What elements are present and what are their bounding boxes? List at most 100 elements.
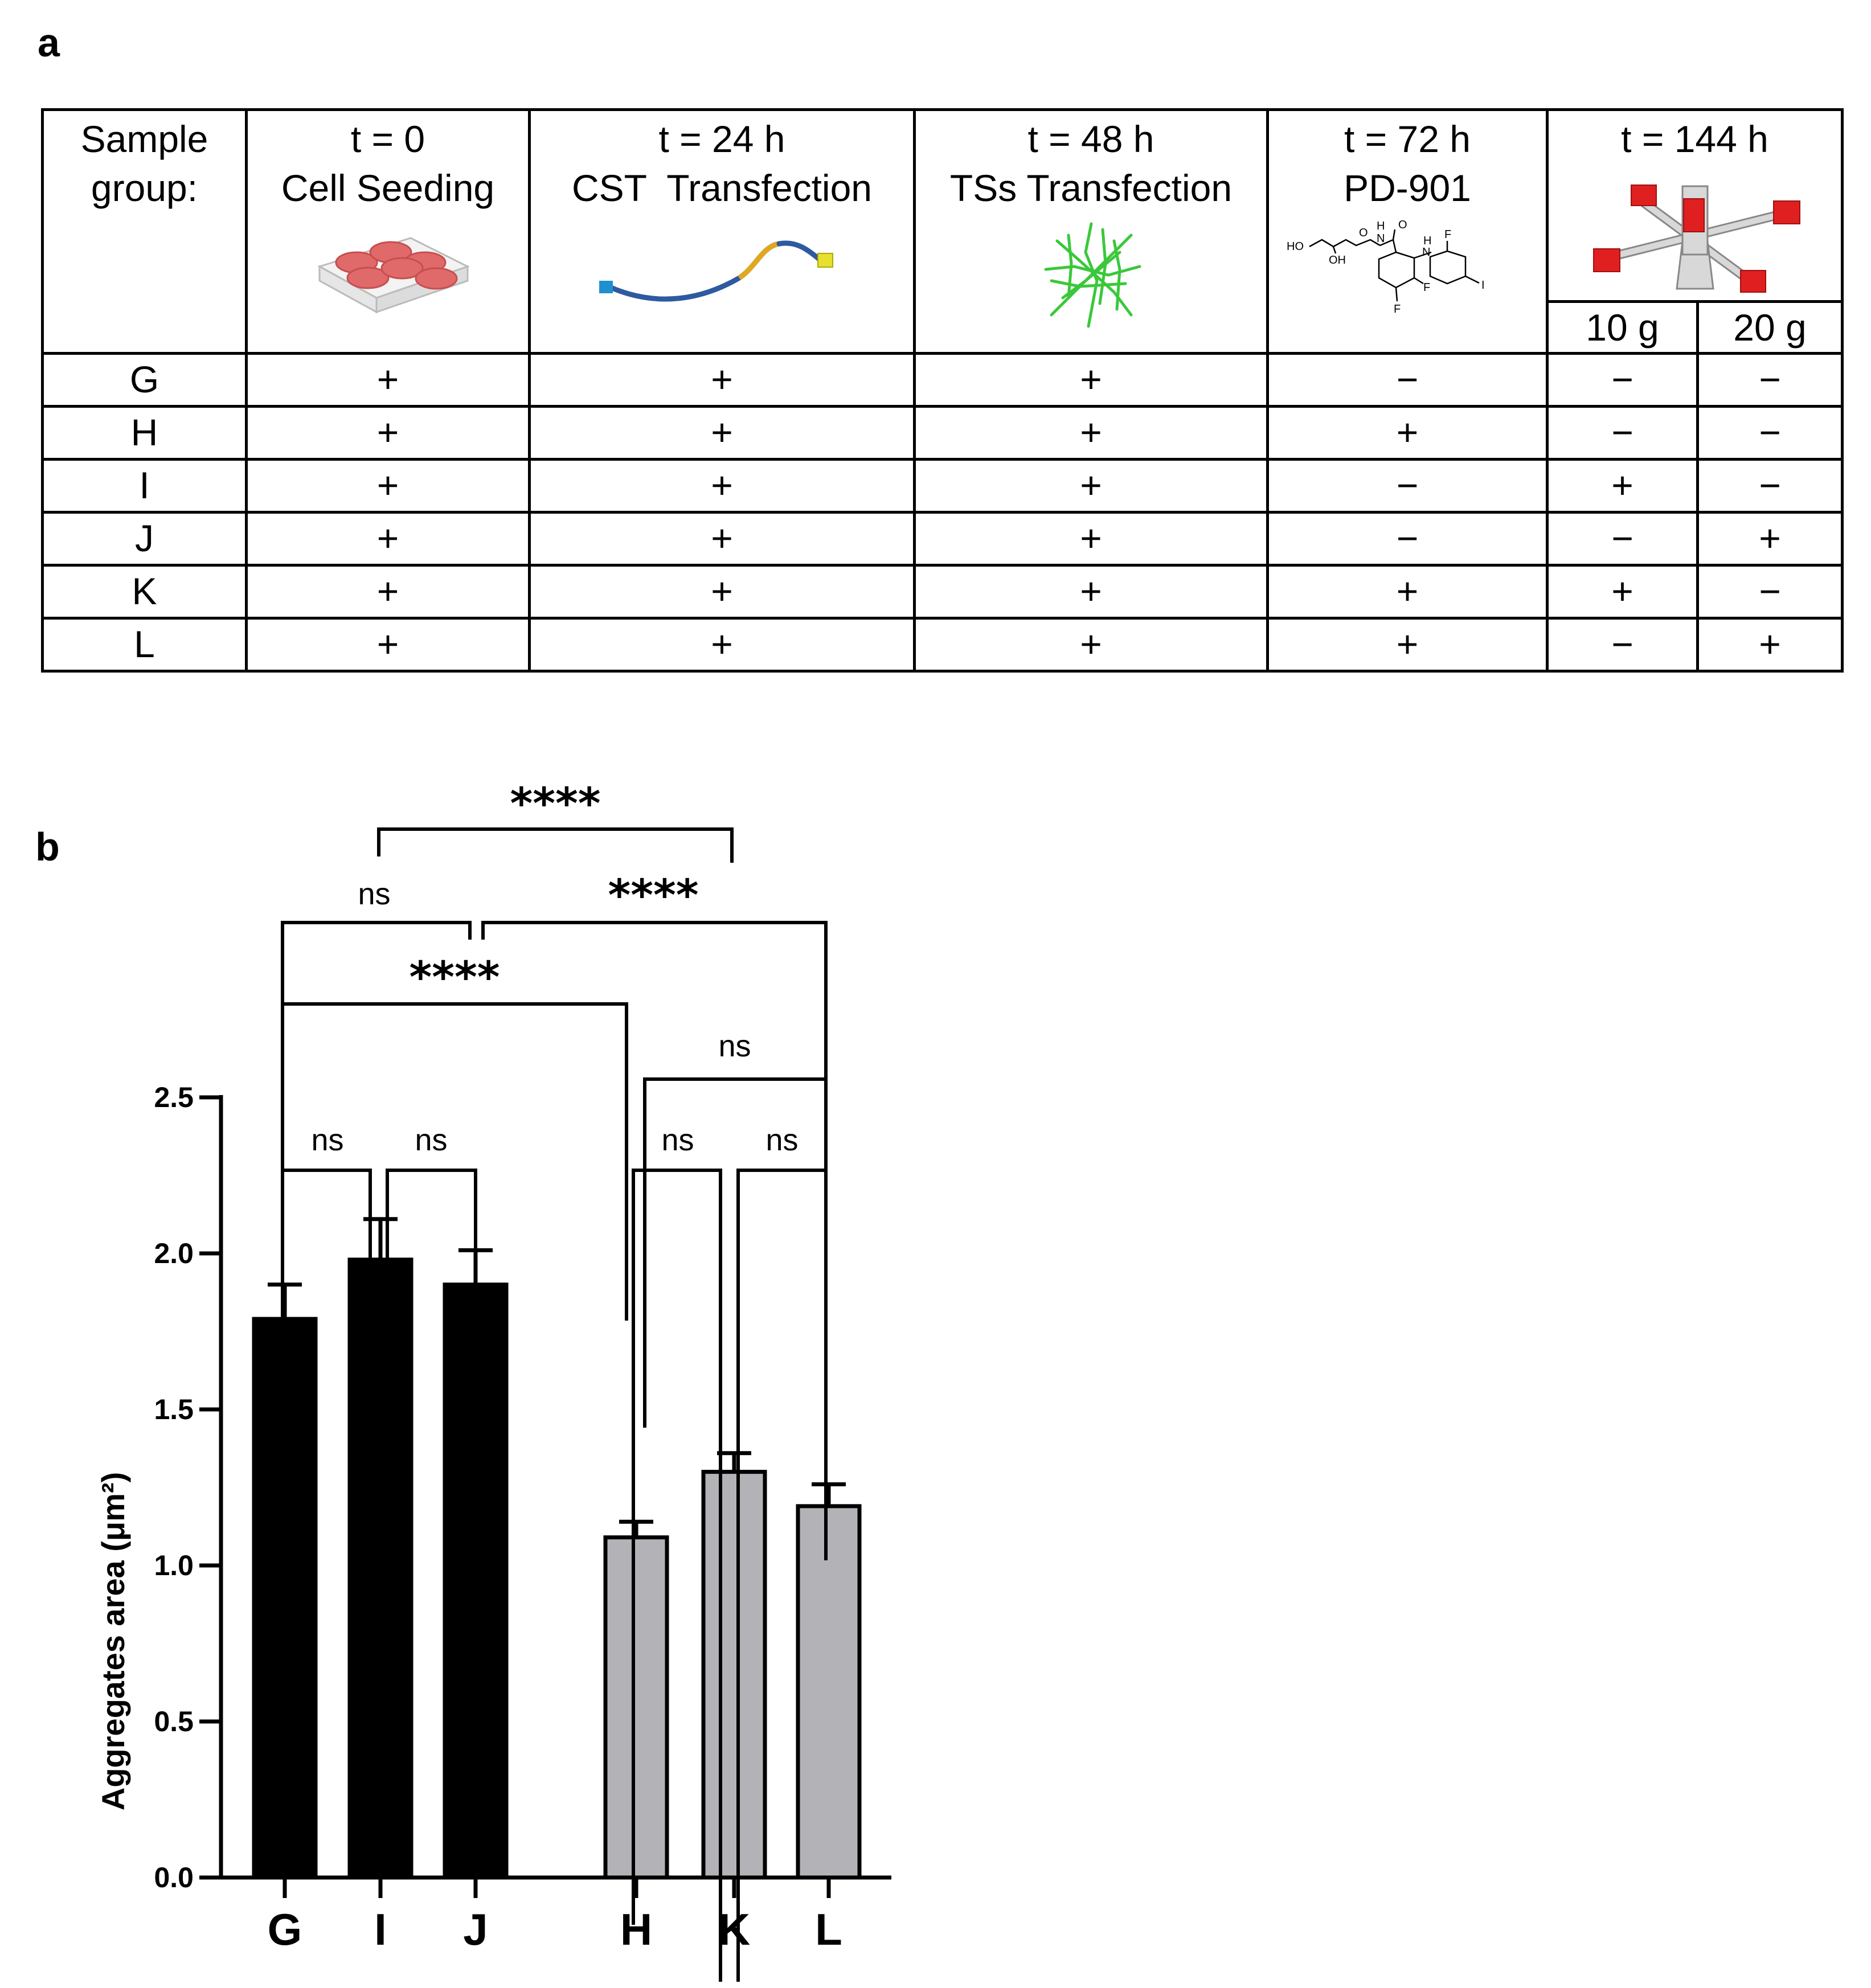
bar-chart: 0.0 0.5 1.0 1.5 2.0 2.5 Aggregates area (μm²) G… bbox=[95, 778, 891, 1982]
y-tick-label: 1.5 bbox=[154, 1393, 194, 1425]
cell-value: + bbox=[913, 352, 1269, 408]
y-tick-label: 2.0 bbox=[154, 1237, 194, 1269]
significance-ns: ns bbox=[765, 1123, 798, 1157]
table-row: G + + + − − − bbox=[41, 352, 1844, 408]
six-well-plate-icon bbox=[317, 237, 470, 314]
y-axis-label: Aggregates area (μm²) bbox=[95, 1472, 131, 1810]
header-10g: 10 g bbox=[1546, 300, 1699, 355]
cell-value: + bbox=[528, 458, 916, 514]
x-category-label: I bbox=[374, 1904, 387, 1954]
cell-value: + bbox=[245, 405, 531, 461]
chem-label-n1: N bbox=[1377, 232, 1385, 245]
cell-value: + bbox=[245, 352, 531, 408]
header-t144-time: t = 144 h bbox=[1621, 118, 1768, 160]
cell-value: + bbox=[913, 564, 1269, 620]
chem-label-f2: F bbox=[1423, 281, 1430, 294]
cell-value: − bbox=[1696, 352, 1844, 408]
significance-ns: ns bbox=[311, 1123, 343, 1157]
panel-label-b: b bbox=[35, 825, 60, 869]
cell-value: − bbox=[1266, 458, 1549, 514]
header-t48: t = 48 h TSs Transfection bbox=[913, 108, 1269, 355]
cell-value: + bbox=[528, 511, 916, 567]
chem-label-o2: O bbox=[1398, 219, 1407, 231]
header-t0: t = 0 Cell Seeding bbox=[245, 108, 531, 355]
cell-value: + bbox=[913, 617, 1269, 673]
significance-bracket bbox=[281, 1002, 628, 1321]
cell-value: + bbox=[245, 511, 531, 567]
significance-bracket bbox=[281, 921, 472, 1133]
table-row: K + + + + + − bbox=[41, 564, 1844, 620]
cell-value: + bbox=[245, 617, 531, 673]
chem-label-oh: OH bbox=[1329, 254, 1346, 267]
header-t48-step: TSs Transfection bbox=[949, 167, 1233, 209]
cell-value: − bbox=[1696, 405, 1844, 461]
significance-bracket bbox=[377, 827, 734, 863]
centrifuge-device-icon bbox=[1592, 185, 1800, 293]
row-group-label: I bbox=[41, 458, 248, 514]
y-tick-label: 2.5 bbox=[154, 1081, 194, 1113]
cell-value: − bbox=[1696, 564, 1844, 620]
cell-value: + bbox=[528, 352, 916, 408]
y-tick-label: 1.0 bbox=[154, 1550, 194, 1581]
header-t72-time: t = 72 h bbox=[1344, 118, 1471, 160]
cell-value: − bbox=[1546, 511, 1699, 567]
significance-stars: **** bbox=[410, 952, 500, 1002]
cell-value: + bbox=[245, 458, 531, 514]
protocol-table: Sample group: t = 0 Cell Seeding bbox=[41, 108, 1844, 673]
chem-label-i: I bbox=[1481, 279, 1485, 292]
significance-bracket bbox=[386, 1169, 477, 1671]
green-network-icon bbox=[1044, 222, 1141, 328]
cell-value: + bbox=[528, 617, 916, 673]
significance-stars: **** bbox=[608, 870, 699, 920]
cell-value: + bbox=[913, 405, 1269, 461]
chem-label-o1: O bbox=[1359, 227, 1368, 239]
table-row: H + + + + − − bbox=[41, 405, 1844, 461]
cell-value: + bbox=[1696, 511, 1844, 567]
cell-value: + bbox=[245, 564, 531, 620]
x-category-label: L bbox=[815, 1904, 842, 1954]
significance-bracket bbox=[643, 1077, 828, 1472]
cell-value: + bbox=[1266, 564, 1549, 620]
tube-strand-icon bbox=[599, 240, 833, 302]
row-group-label: H bbox=[41, 405, 248, 461]
cell-value: − bbox=[1266, 352, 1549, 408]
x-category-label: J bbox=[463, 1904, 488, 1954]
cell-value: + bbox=[1546, 564, 1699, 620]
significance-ns: ns bbox=[718, 1029, 751, 1063]
panel-label-a: a bbox=[38, 21, 60, 65]
significance-ns: ns bbox=[358, 877, 390, 911]
chem-label-h2: H bbox=[1423, 235, 1431, 247]
cell-value: + bbox=[1266, 405, 1549, 461]
chem-label-f1: F bbox=[1444, 228, 1451, 241]
bar-I bbox=[347, 1257, 413, 1880]
table-row: L + + + + − + bbox=[41, 617, 1844, 673]
bar-K bbox=[701, 1470, 767, 1880]
header-t0-step: Cell Seeding bbox=[281, 167, 495, 209]
row-group-label: K bbox=[41, 564, 248, 620]
cell-value: + bbox=[913, 511, 1269, 567]
cell-value: + bbox=[528, 405, 916, 461]
chem-label-f3: F bbox=[1394, 303, 1401, 315]
header-t48-time: t = 48 h bbox=[1027, 118, 1154, 160]
y-tick-label: 0.5 bbox=[154, 1706, 194, 1737]
cell-value: − bbox=[1266, 511, 1549, 567]
significance-ns: ns bbox=[415, 1123, 447, 1157]
significance-stars: **** bbox=[510, 778, 601, 829]
significance-bracket bbox=[481, 921, 828, 1218]
cell-value: − bbox=[1546, 405, 1699, 461]
significance-bracket bbox=[281, 1169, 372, 1671]
header-t24: t = 24 h CST Transfection bbox=[528, 108, 916, 355]
table-row: I + + + − + − bbox=[41, 458, 1844, 514]
x-category-label: H bbox=[620, 1904, 652, 1954]
cell-value: − bbox=[1696, 458, 1844, 514]
header-sample-line2: group: bbox=[91, 167, 198, 209]
row-group-label: G bbox=[41, 352, 248, 408]
y-tick-label: 0.0 bbox=[154, 1862, 194, 1893]
significance-ns: ns bbox=[661, 1123, 694, 1157]
bar-H bbox=[603, 1535, 669, 1880]
bar-L bbox=[796, 1504, 862, 1880]
cell-value: + bbox=[1266, 617, 1549, 673]
cell-value: + bbox=[913, 458, 1269, 514]
cell-value: + bbox=[528, 564, 916, 620]
header-t0-time: t = 0 bbox=[350, 118, 425, 160]
